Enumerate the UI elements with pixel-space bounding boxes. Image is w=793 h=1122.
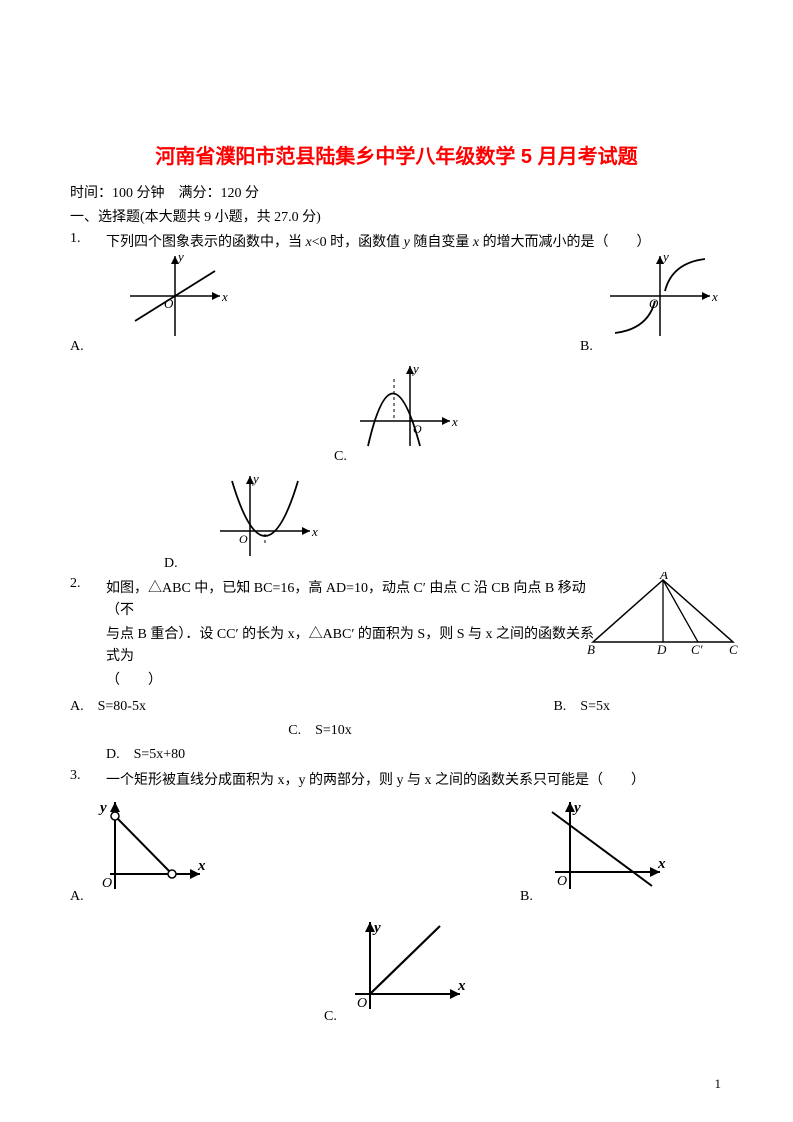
q3-optA-label: A.: [70, 889, 84, 905]
svg-text:A: A: [659, 572, 668, 582]
q1-graph-b: x y O: [600, 251, 720, 341]
q2-line2: 与点 B 重合）．设 CC′ 的长为 x，△ABC′ 的面积为 S，则 S 与 …: [106, 624, 596, 668]
q1-graph-d: x y O: [210, 471, 320, 561]
q1-row-ab: x y O A. x y O B.: [70, 251, 723, 361]
svg-text:x: x: [457, 978, 466, 994]
svg-text:x: x: [711, 289, 718, 304]
svg-text:x: x: [197, 858, 206, 874]
q1-optB-label: B.: [580, 339, 593, 355]
q1-row-c: x y O C.: [70, 361, 723, 471]
svg-text:x: x: [657, 856, 666, 872]
q3-graph-c: x y O: [340, 914, 470, 1014]
svg-text:y: y: [251, 471, 259, 486]
question-1: 1. 下列四个图象表示的函数中，当 x<0 时，函数值 y 随自变量 x 的增大…: [70, 231, 723, 251]
svg-text:y: y: [411, 361, 419, 376]
svg-text:y: y: [176, 251, 184, 264]
section-heading: 一、选择题(本大题共 9 小题，共 27.0 分): [70, 207, 723, 229]
page-title: 河南省濮阳市范县陆集乡中学八年级数学 5 月月考试题: [70, 140, 723, 169]
q1-optC-label: C.: [334, 449, 347, 465]
q2-optD: D. S=5x+80: [70, 744, 723, 766]
q2-number: 2.: [70, 576, 106, 592]
q3-row-ab: x y O A. x y O B.: [70, 794, 723, 914]
svg-text:y: y: [98, 800, 107, 816]
q1-number: 1.: [70, 231, 106, 247]
svg-text:C′: C′: [691, 642, 703, 657]
q2-optA: A. S=80-5x: [70, 696, 370, 718]
q1-text: 下列四个图象表示的函数中，当 x<0 时，函数值 y 随自变量 x 的增大而减小…: [106, 231, 651, 251]
q3-graph-a: x y O: [90, 794, 210, 894]
question-3: 3. 一个矩形被直线分成面积为 x，y 的两部分，则 y 与 x 之间的函数关系…: [70, 768, 723, 794]
q2-optB: B. S=5x: [370, 696, 610, 718]
svg-text:y: y: [661, 251, 669, 264]
svg-text:O: O: [102, 876, 112, 891]
q3-optB-label: B.: [520, 889, 533, 905]
q1-graph-a: x y O: [120, 251, 230, 341]
q3-row-c: x y O C.: [70, 914, 723, 1029]
svg-text:O: O: [557, 874, 567, 889]
svg-text:y: y: [372, 920, 381, 936]
q1-graph-c: x y O: [350, 361, 460, 451]
svg-text:O: O: [239, 532, 248, 546]
svg-text:B: B: [587, 642, 595, 657]
exam-info: 时间：100 分钟 满分：120 分: [70, 183, 723, 205]
q1-optA-label: A.: [70, 339, 84, 355]
svg-text:O: O: [357, 996, 367, 1011]
q3-text: 一个矩形被直线分成面积为 x，y 的两部分，则 y 与 x 之间的函数关系只可能…: [106, 770, 645, 792]
q3-optC-label: C.: [324, 1009, 337, 1025]
q3-number: 3.: [70, 768, 106, 784]
q2-triangle: A B D C′ C: [583, 572, 743, 657]
q1-optD-label: D.: [164, 556, 178, 572]
svg-text:x: x: [221, 289, 228, 304]
question-2: 2. 如图，△ABC 中，已知 BC=16，高 AD=10，动点 C′ 由点 C…: [70, 576, 723, 766]
svg-text:x: x: [311, 524, 318, 539]
q2-line1: 如图，△ABC 中，已知 BC=16，高 AD=10，动点 C′ 由点 C 沿 …: [106, 578, 596, 622]
q2-line3: （ ）: [106, 670, 596, 692]
q1-row-d: x y O D.: [70, 471, 723, 576]
page-number: 1: [715, 1076, 722, 1092]
q3-graph-b: x y O: [540, 794, 670, 894]
svg-text:D: D: [656, 642, 667, 657]
svg-text:C: C: [729, 642, 738, 657]
q2-optC: C. S=10x: [70, 720, 570, 742]
svg-text:x: x: [451, 414, 458, 429]
svg-text:y: y: [572, 800, 581, 816]
